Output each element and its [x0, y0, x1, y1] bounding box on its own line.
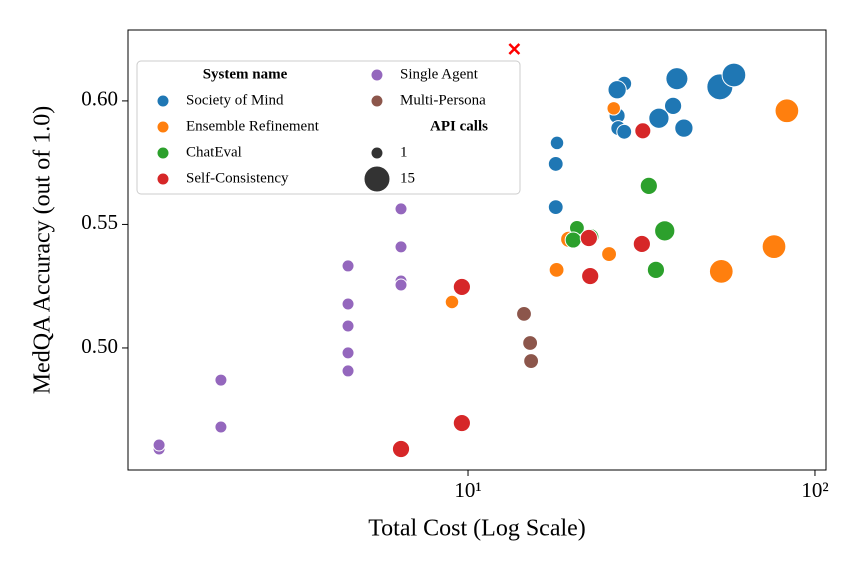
data-point	[341, 364, 355, 378]
legend-marker	[370, 68, 384, 82]
plot-frame	[127, 29, 827, 471]
legend: System name Society of Mind Ensemble Refin…	[136, 60, 521, 195]
data-point	[616, 123, 633, 140]
data-point	[214, 373, 228, 387]
data-point	[581, 266, 600, 286]
legend-label: ChatEval	[186, 144, 242, 160]
legend-size-marker	[370, 146, 384, 160]
legend-title: API calls	[430, 118, 488, 134]
legend-label: Multi-Persona	[400, 92, 486, 108]
data-point	[607, 80, 627, 100]
data-point	[632, 234, 651, 254]
data-point	[394, 278, 408, 292]
data-point	[646, 260, 666, 279]
data-point	[674, 118, 694, 138]
x-axis-label: Total Cost (Log Scale)	[368, 516, 586, 542]
legend-label: Ensemble Refinement	[186, 118, 320, 134]
legend-marker	[370, 94, 384, 108]
data-point	[665, 67, 689, 91]
x-tick-label: 10¹	[454, 478, 481, 502]
data-point	[663, 96, 683, 115]
y-axis-label: MedQA Accuracy (out of 1.0)	[30, 106, 56, 395]
data-point	[654, 220, 676, 242]
data-point	[548, 261, 565, 278]
data-point	[774, 98, 800, 124]
data-point	[452, 277, 471, 297]
data-point	[341, 346, 355, 360]
x-tick-label: 10²	[801, 478, 828, 502]
data-point	[341, 319, 355, 333]
data-point	[708, 259, 734, 284]
legend-label: Single Agent	[400, 66, 479, 82]
data-point	[549, 135, 565, 151]
data-point	[634, 122, 652, 140]
data-point	[391, 439, 411, 459]
legend-label: Self-Consistency	[186, 170, 289, 186]
legend-size-label: 1	[400, 144, 408, 160]
data-point	[444, 294, 460, 310]
legend-marker	[156, 94, 170, 108]
data-point	[761, 234, 787, 260]
data-point	[341, 259, 355, 273]
data-point	[648, 107, 670, 129]
data-point	[606, 101, 621, 116]
legend-box	[136, 60, 521, 195]
data-point	[394, 202, 408, 216]
data-point	[523, 353, 540, 369]
data-point	[214, 420, 228, 434]
legend-size-marker	[363, 165, 391, 193]
data-point	[516, 305, 532, 322]
legend-title: System name	[203, 66, 288, 82]
data-point	[547, 155, 564, 172]
data-point	[579, 228, 598, 248]
legend-label: Society of Mind	[186, 92, 284, 108]
data-point	[639, 176, 658, 195]
data-point	[152, 438, 166, 452]
legend-size-label: 15	[400, 170, 415, 186]
data-point	[547, 199, 564, 216]
legend-marker	[156, 120, 170, 134]
highlight-marker	[508, 43, 521, 55]
data-point	[452, 413, 471, 433]
data-point	[601, 246, 617, 262]
data-point	[394, 240, 408, 254]
data-point	[341, 297, 355, 311]
y-tick-label: 0.60	[81, 87, 118, 111]
data-point	[721, 62, 747, 88]
legend-marker	[156, 146, 170, 160]
legend-marker	[156, 172, 170, 186]
y-tick-label: 0.55	[81, 210, 118, 234]
data-point	[564, 231, 582, 249]
data-point	[522, 335, 539, 351]
y-tick-label: 0.50	[81, 334, 118, 358]
